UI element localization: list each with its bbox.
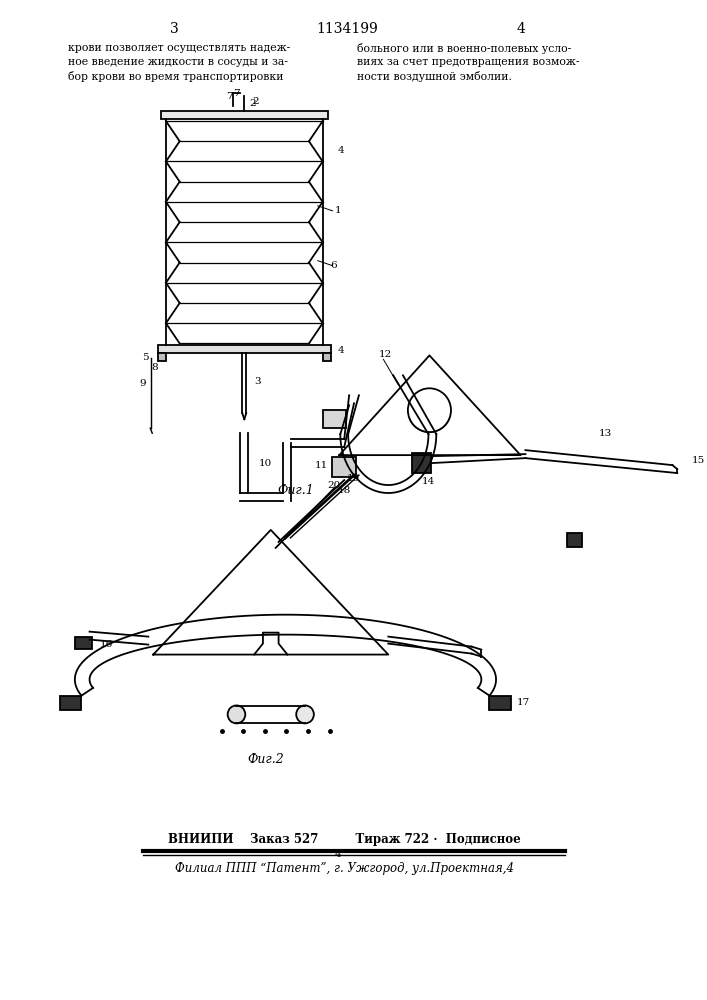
Text: 15: 15 bbox=[692, 456, 705, 465]
Ellipse shape bbox=[228, 705, 245, 723]
Text: бор крови во время транспортировки: бор крови во время транспортировки bbox=[68, 71, 284, 82]
Text: 19: 19 bbox=[347, 474, 361, 483]
Text: 1: 1 bbox=[334, 206, 341, 215]
Text: 2: 2 bbox=[249, 99, 256, 108]
Text: 1134199: 1134199 bbox=[316, 22, 378, 36]
Bar bbox=[60, 696, 81, 710]
Text: 16: 16 bbox=[100, 640, 112, 649]
Text: 4: 4 bbox=[337, 346, 344, 355]
Bar bbox=[158, 353, 166, 361]
Text: 4: 4 bbox=[334, 850, 341, 859]
Bar bbox=[322, 353, 330, 361]
Ellipse shape bbox=[296, 705, 314, 723]
Text: 12: 12 bbox=[378, 350, 392, 359]
Text: ное введение жидкости в сосуды и за-: ное введение жидкости в сосуды и за- bbox=[68, 57, 288, 67]
Text: 7: 7 bbox=[233, 89, 240, 98]
Text: 2: 2 bbox=[252, 97, 259, 106]
Text: Фиг.1: Фиг.1 bbox=[277, 484, 314, 497]
Text: ности воздушной эмболии.: ности воздушной эмболии. bbox=[357, 71, 512, 82]
Text: больного или в военно-полевых усло-: больного или в военно-полевых усло- bbox=[357, 43, 571, 54]
Text: виях за счет предотвращения возмож-: виях за счет предотвращения возмож- bbox=[357, 57, 580, 67]
Text: 5: 5 bbox=[141, 353, 148, 362]
Bar bbox=[75, 637, 93, 649]
Text: Фиг.2: Фиг.2 bbox=[247, 753, 284, 766]
Bar bbox=[161, 111, 327, 119]
Text: 14: 14 bbox=[421, 477, 435, 486]
Text: 13: 13 bbox=[599, 429, 612, 438]
Bar bbox=[489, 696, 511, 710]
Text: 11: 11 bbox=[315, 461, 328, 470]
Text: 10: 10 bbox=[259, 459, 272, 468]
Text: 20: 20 bbox=[327, 481, 341, 490]
Text: 9: 9 bbox=[139, 379, 146, 388]
Text: 3: 3 bbox=[170, 22, 179, 36]
Text: 6: 6 bbox=[330, 261, 337, 270]
Text: Филиал ППП “Патент”, г. Ужгород, ул.Проектная,4: Филиал ППП “Патент”, г. Ужгород, ул.Прое… bbox=[175, 862, 514, 875]
Text: 3: 3 bbox=[254, 377, 261, 386]
Bar bbox=[411, 453, 431, 473]
Text: 17: 17 bbox=[517, 698, 530, 707]
Circle shape bbox=[408, 388, 451, 432]
Text: крови позволяет осуществлять надеж-: крови позволяет осуществлять надеж- bbox=[68, 43, 291, 53]
Polygon shape bbox=[566, 533, 583, 547]
Bar bbox=[332, 457, 356, 477]
Text: 8: 8 bbox=[151, 363, 158, 372]
Text: 18: 18 bbox=[337, 486, 351, 495]
Text: ВНИИПИ    Заказ 527         Тираж 722 ·  Подписное: ВНИИПИ Заказ 527 Тираж 722 · Подписное bbox=[168, 833, 520, 846]
Text: 7: 7 bbox=[226, 92, 233, 101]
Bar bbox=[322, 410, 346, 428]
Text: 4: 4 bbox=[337, 146, 344, 155]
Text: 4: 4 bbox=[516, 22, 525, 36]
Bar bbox=[158, 345, 330, 353]
